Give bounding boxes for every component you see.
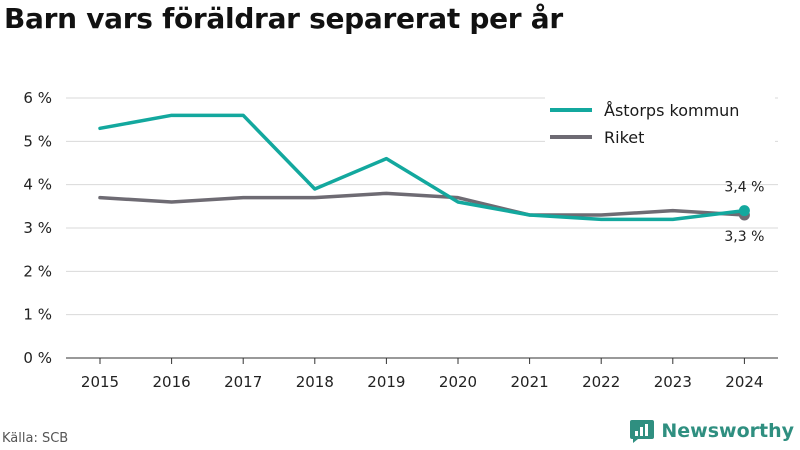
brand-name: Newsworthy — [661, 420, 794, 442]
legend: Åstorps kommun Riket — [545, 92, 775, 156]
legend-background — [545, 92, 775, 156]
end-value-label: 3,4 % — [724, 180, 764, 196]
newsworthy-logo-icon — [630, 420, 655, 443]
series-line-åstorps-kommun — [98, 113, 747, 222]
y-tick-label: 2 % — [23, 262, 52, 280]
brand: Newsworthy — [629, 418, 794, 444]
x-tick-label: 2019 — [367, 373, 405, 391]
y-tick-label: 4 % — [23, 176, 52, 194]
x-tick-label: 2020 — [439, 373, 477, 391]
x-axis-ticks: 2015 2016 2017 2018 2019 2020 2021 2022 2023 2024 — [81, 358, 763, 391]
end-value-label: 3,3 % — [724, 229, 764, 245]
y-tick-label: 6 % — [23, 89, 52, 107]
x-tick-label: 2018 — [296, 373, 334, 391]
x-tick-label: 2021 — [511, 373, 549, 391]
x-tick-label: 2023 — [654, 373, 692, 391]
y-tick-label: 3 % — [23, 219, 52, 237]
x-tick-label: 2017 — [224, 373, 262, 391]
x-tick-label: 2016 — [153, 373, 191, 391]
legend-label: Åstorps kommun — [604, 101, 739, 120]
series-line-riket — [98, 191, 747, 217]
source-note: Källa: SCB — [2, 431, 69, 446]
series-end-point — [738, 205, 750, 217]
y-tick-label: 1 % — [23, 306, 52, 324]
y-axis-ticks: 0 % 1 % 2 % 3 % 4 % 5 % 6 % — [23, 89, 52, 367]
end-labels: 3,4 % 3,3 % — [724, 180, 764, 245]
y-tick-label: 5 % — [23, 132, 52, 150]
x-tick-label: 2015 — [81, 373, 119, 391]
x-tick-label: 2022 — [582, 373, 620, 391]
chart-title: Barn vars föräldrar separerat per år — [4, 2, 563, 35]
series-lines — [98, 113, 750, 222]
y-tick-label: 0 % — [23, 349, 52, 367]
x-tick-label: 2024 — [725, 373, 763, 391]
legend-label: Riket — [604, 128, 644, 147]
